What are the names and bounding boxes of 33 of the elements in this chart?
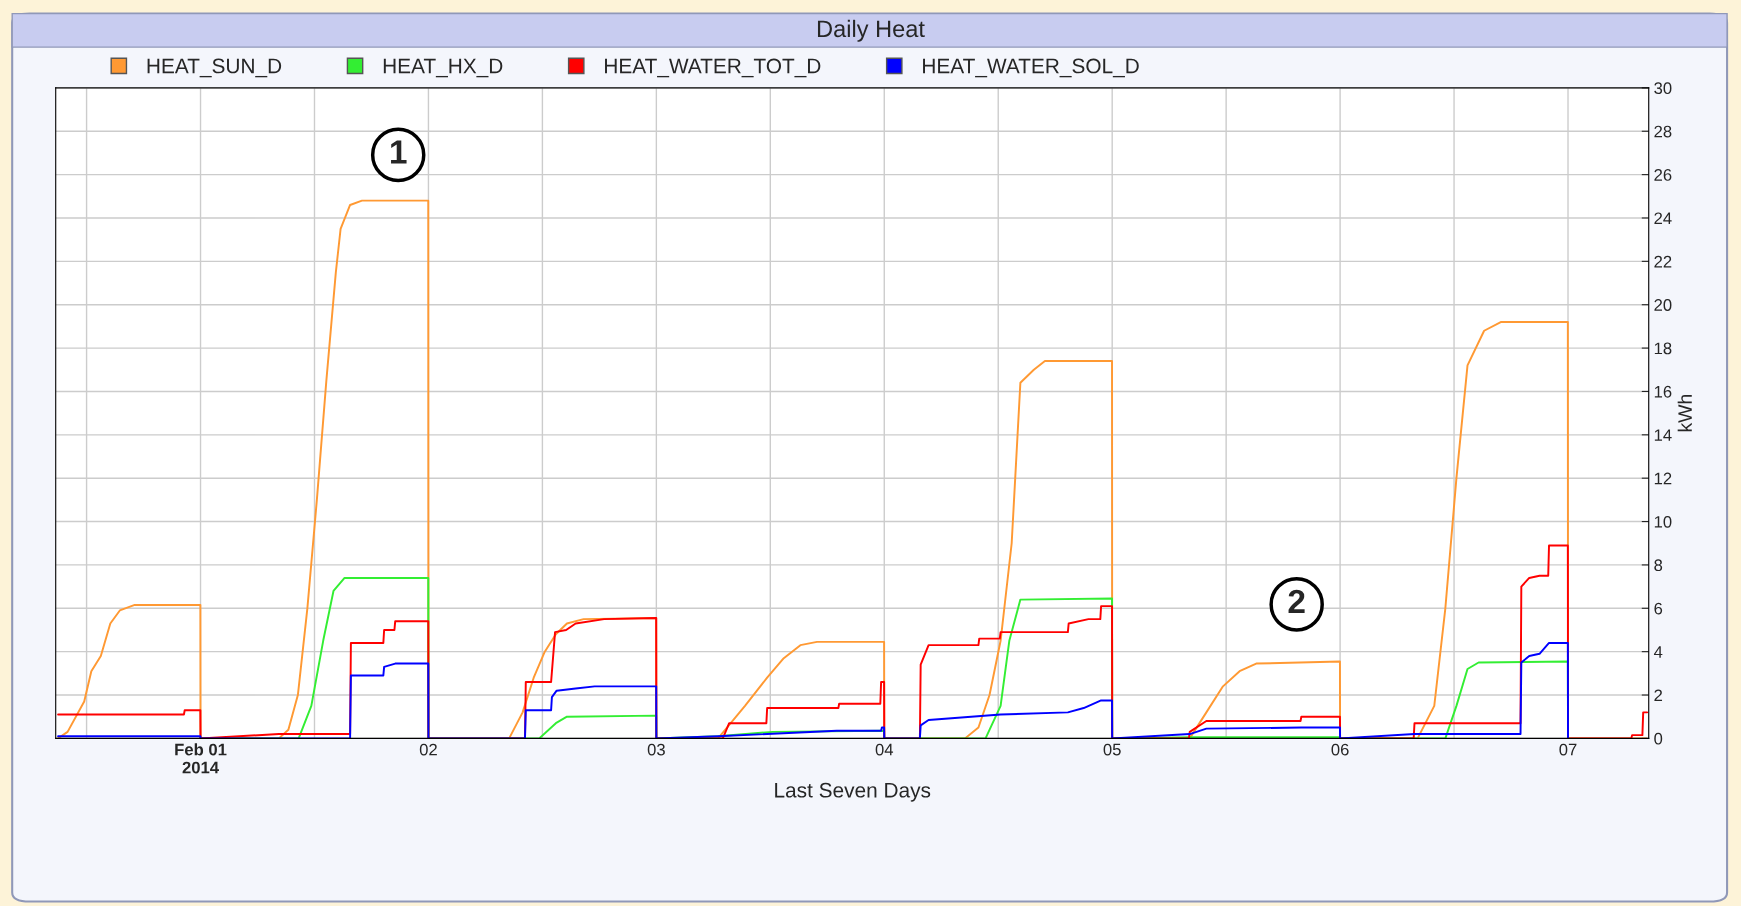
y-tick-label: 18: [1654, 342, 1672, 355]
y-tick-label: 10: [1654, 515, 1672, 528]
annotation: 2: [1288, 589, 1305, 614]
legend-label: HEAT_HX_D: [383, 58, 503, 78]
x-tick-label: 03: [647, 743, 665, 756]
y-tick-label: 22: [1654, 255, 1672, 268]
y-tick-label: 0: [1654, 732, 1663, 745]
chart-title: Daily Heat: [817, 19, 925, 42]
y-tick-label: 24: [1654, 212, 1672, 225]
y-tick-label: 4: [1653, 646, 1663, 658]
y-tick-label: 30: [1654, 82, 1672, 95]
y-tick-label: 8: [1654, 559, 1663, 572]
x-tick-label: 07: [1559, 743, 1577, 756]
legend-label: HEAT_SUN_D: [147, 58, 282, 78]
y-axis-title: kWh: [1677, 394, 1692, 432]
y-tick-label: 26: [1654, 169, 1672, 181]
legend-label: HEAT_WATER_TOT_D: [605, 58, 821, 78]
legend-label: HEAT_WATER_SOL_D: [923, 58, 1139, 78]
y-tick-label: 16: [1654, 385, 1672, 398]
y-tick-label: 28: [1654, 125, 1672, 138]
x-tick-label: 06: [1331, 743, 1349, 756]
annotation: 1: [391, 140, 407, 164]
x-tick-label: 05: [1103, 743, 1121, 756]
y-tick-label: 14: [1654, 429, 1672, 441]
y-tick-label: 6: [1654, 602, 1663, 615]
x-tick-label: Feb 01 2014: [175, 743, 227, 774]
x-tick-label: 04: [875, 743, 894, 756]
line-series: [57, 642, 1569, 739]
y-tick-label: 20: [1654, 299, 1672, 311]
x-tick-label: 02: [419, 743, 437, 756]
y-tick-label: 2: [1654, 689, 1663, 702]
y-tick-label: 12: [1654, 472, 1672, 485]
x-axis-title: Last Seven Days: [775, 782, 931, 802]
